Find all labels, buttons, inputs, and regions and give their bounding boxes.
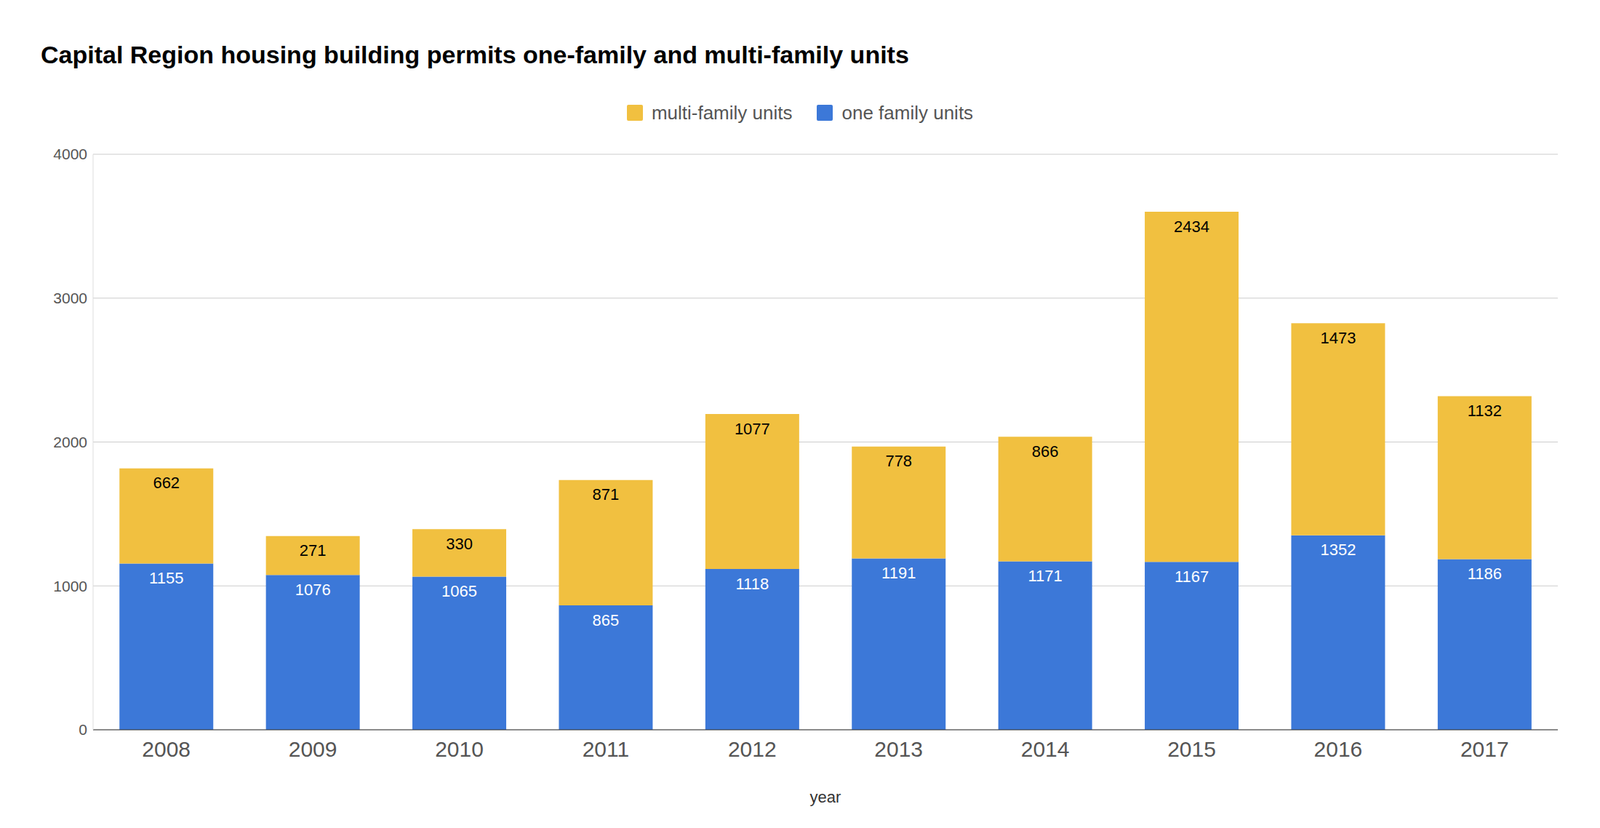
svg-text:1167: 1167 (1174, 567, 1209, 586)
svg-text:1473: 1473 (1320, 328, 1356, 347)
svg-text:778: 778 (885, 451, 912, 470)
svg-text:271: 271 (299, 541, 327, 560)
svg-text:866: 866 (1032, 442, 1059, 461)
svg-text:1352: 1352 (1320, 540, 1356, 559)
svg-text:2014: 2014 (1021, 736, 1070, 761)
html-text:one family units: one family units (841, 101, 974, 124)
svg-text:3000: 3000 (53, 289, 88, 307)
svg-text:2010: 2010 (434, 736, 484, 761)
svg-text:1171: 1171 (1027, 566, 1062, 585)
svg-text:2008: 2008 (141, 736, 191, 761)
svg-text:2009: 2009 (288, 736, 338, 761)
svg-text:1155: 1155 (149, 568, 184, 587)
html-text:Capital Region housing buildin: Capital Region housing building permits … (40, 40, 909, 69)
svg-text:1000: 1000 (53, 577, 88, 595)
html-text:multi-family units: multi-family units (651, 101, 793, 124)
svg-text:330: 330 (445, 534, 473, 553)
svg-text:2434: 2434 (1173, 217, 1210, 236)
svg-text:2012: 2012 (728, 736, 777, 761)
svg-text:1118: 1118 (736, 574, 770, 593)
svg-text:1076: 1076 (295, 580, 331, 599)
svg-text:2015: 2015 (1167, 736, 1216, 761)
svg-text:865: 865 (592, 610, 620, 630)
svg-text:2000: 2000 (53, 433, 88, 451)
svg-text:0: 0 (78, 720, 88, 738)
svg-text:1077: 1077 (734, 419, 771, 438)
svg-text:2013: 2013 (874, 736, 923, 761)
svg-text:1065: 1065 (441, 581, 478, 600)
svg-text:4000: 4000 (53, 145, 88, 163)
svg-text:2017: 2017 (1460, 736, 1510, 761)
svg-text:2011: 2011 (582, 736, 630, 761)
svg-text:1132: 1132 (1467, 401, 1502, 420)
svg-text:2016: 2016 (1314, 736, 1363, 761)
svg-text:871: 871 (592, 485, 620, 504)
svg-text:1186: 1186 (1467, 564, 1502, 583)
svg-text:662: 662 (152, 473, 180, 492)
svg-text:year: year (810, 787, 842, 806)
svg-text:1191: 1191 (881, 563, 916, 582)
